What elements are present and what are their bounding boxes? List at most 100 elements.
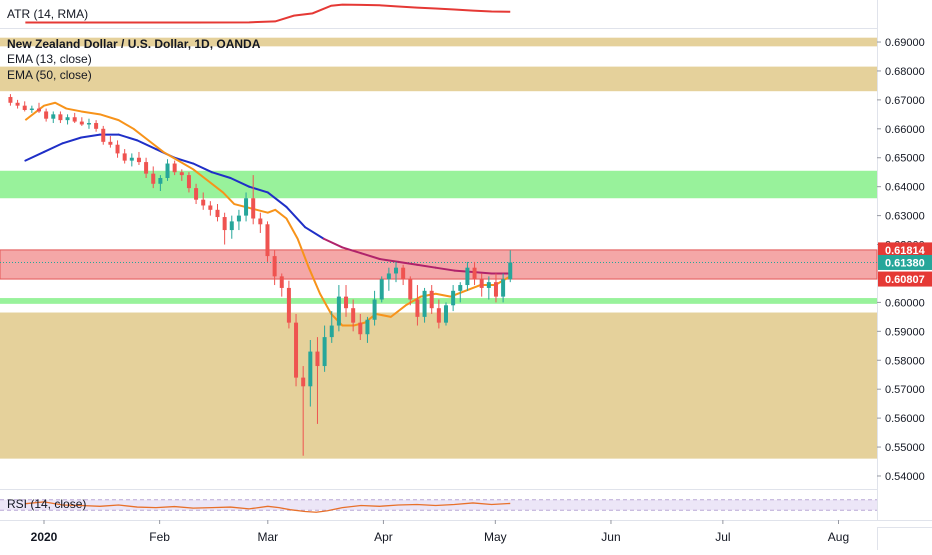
candle[interactable] xyxy=(508,250,513,283)
ema50-legend[interactable]: EMA (50, close) xyxy=(7,68,92,82)
candle[interactable] xyxy=(465,261,470,291)
candle[interactable] xyxy=(108,136,113,148)
candle[interactable] xyxy=(165,159,170,181)
candle[interactable] xyxy=(229,215,234,239)
candle[interactable] xyxy=(401,264,406,286)
y-tick-label: 0.63000 xyxy=(885,211,925,223)
candle-body xyxy=(36,108,41,112)
x-tick-label: 2020 xyxy=(31,530,58,544)
atr-legend[interactable]: ATR (14, RMA) xyxy=(7,7,88,21)
candle-body xyxy=(344,296,349,309)
candle[interactable] xyxy=(15,99,20,109)
candle[interactable] xyxy=(301,366,306,456)
candle-body xyxy=(486,282,491,288)
candle[interactable] xyxy=(429,285,434,314)
candle[interactable] xyxy=(443,302,448,326)
candle[interactable] xyxy=(386,267,391,291)
candle[interactable] xyxy=(451,285,456,312)
candle[interactable] xyxy=(272,250,277,286)
candle[interactable] xyxy=(458,282,463,303)
candle[interactable] xyxy=(322,325,327,372)
candle[interactable] xyxy=(308,340,313,407)
candle[interactable] xyxy=(236,209,241,231)
candle[interactable] xyxy=(251,175,256,225)
candle[interactable] xyxy=(379,276,384,303)
candle[interactable] xyxy=(351,299,356,332)
candle[interactable] xyxy=(358,313,363,341)
candle[interactable] xyxy=(294,313,299,387)
candle-body xyxy=(329,325,334,338)
candle[interactable] xyxy=(129,153,134,167)
candle[interactable] xyxy=(86,118,91,129)
candle[interactable] xyxy=(422,287,427,323)
candle[interactable] xyxy=(501,273,506,303)
candle-body xyxy=(508,262,513,280)
candle[interactable] xyxy=(36,102,41,113)
axis-settings-corner[interactable] xyxy=(877,527,932,550)
candle-body xyxy=(44,111,49,119)
candle[interactable] xyxy=(29,105,34,113)
candle-body xyxy=(386,273,391,280)
candle[interactable] xyxy=(258,212,263,233)
candle[interactable] xyxy=(22,101,27,112)
candle[interactable] xyxy=(58,111,63,124)
candle[interactable] xyxy=(208,201,213,216)
candle[interactable] xyxy=(194,183,199,205)
candle[interactable] xyxy=(115,140,120,158)
candle[interactable] xyxy=(336,285,341,332)
y-tick-label: 0.68000 xyxy=(885,66,925,78)
candle[interactable] xyxy=(222,212,227,245)
candle-body xyxy=(8,96,13,103)
candle[interactable] xyxy=(415,285,420,326)
candle[interactable] xyxy=(186,172,191,193)
candle[interactable] xyxy=(493,273,498,303)
candle[interactable] xyxy=(486,276,491,300)
candle[interactable] xyxy=(72,112,77,124)
candle[interactable] xyxy=(151,166,156,189)
candle[interactable] xyxy=(201,192,206,210)
price-axis[interactable]: 0.69000 0.68000 0.67000 0.66000 0.65000 0.640… xyxy=(877,37,925,483)
candle[interactable] xyxy=(372,290,377,326)
candle[interactable] xyxy=(101,125,106,145)
candle[interactable] xyxy=(286,280,291,329)
candle[interactable] xyxy=(265,221,270,262)
candle[interactable] xyxy=(8,94,13,106)
candle[interactable] xyxy=(172,160,177,176)
candle[interactable] xyxy=(394,261,399,283)
symbol-title[interactable]: New Zealand Dollar / U.S. Dollar, 1D, OA… xyxy=(7,37,261,51)
x-tick-label: Jul xyxy=(715,530,730,544)
candles-layer[interactable] xyxy=(8,94,513,456)
price-tag-label: 0.60807 xyxy=(885,274,925,286)
candle[interactable] xyxy=(436,299,441,329)
candle[interactable] xyxy=(344,285,349,317)
candle[interactable] xyxy=(215,204,220,222)
candle[interactable] xyxy=(144,157,149,178)
candle[interactable] xyxy=(79,117,84,126)
candle[interactable] xyxy=(472,261,477,286)
candle[interactable] xyxy=(65,114,70,125)
ema50-segment xyxy=(453,269,474,274)
candle-body xyxy=(315,351,320,367)
candle[interactable] xyxy=(44,108,49,122)
candle[interactable] xyxy=(94,120,99,132)
candle[interactable] xyxy=(365,316,370,343)
candle[interactable] xyxy=(479,273,484,297)
candle[interactable] xyxy=(408,276,413,306)
candle[interactable] xyxy=(244,192,249,222)
rsi-legend[interactable]: RSI (14, close) xyxy=(7,497,86,511)
candle-body xyxy=(422,290,427,317)
candle[interactable] xyxy=(279,273,284,297)
time-axis[interactable]: 2020 Feb Mar Apr May Jun Jul Aug xyxy=(31,520,850,544)
candle-body xyxy=(429,290,434,309)
ema13-legend[interactable]: EMA (13, close) xyxy=(7,52,92,66)
rsi-pane xyxy=(0,499,877,513)
candle[interactable] xyxy=(315,337,320,424)
candle[interactable] xyxy=(179,169,184,181)
candle[interactable] xyxy=(329,311,334,343)
candle[interactable] xyxy=(158,175,163,192)
candle-body xyxy=(51,114,56,119)
candle[interactable] xyxy=(136,151,141,165)
candle[interactable] xyxy=(51,111,56,124)
candle[interactable] xyxy=(122,149,127,164)
